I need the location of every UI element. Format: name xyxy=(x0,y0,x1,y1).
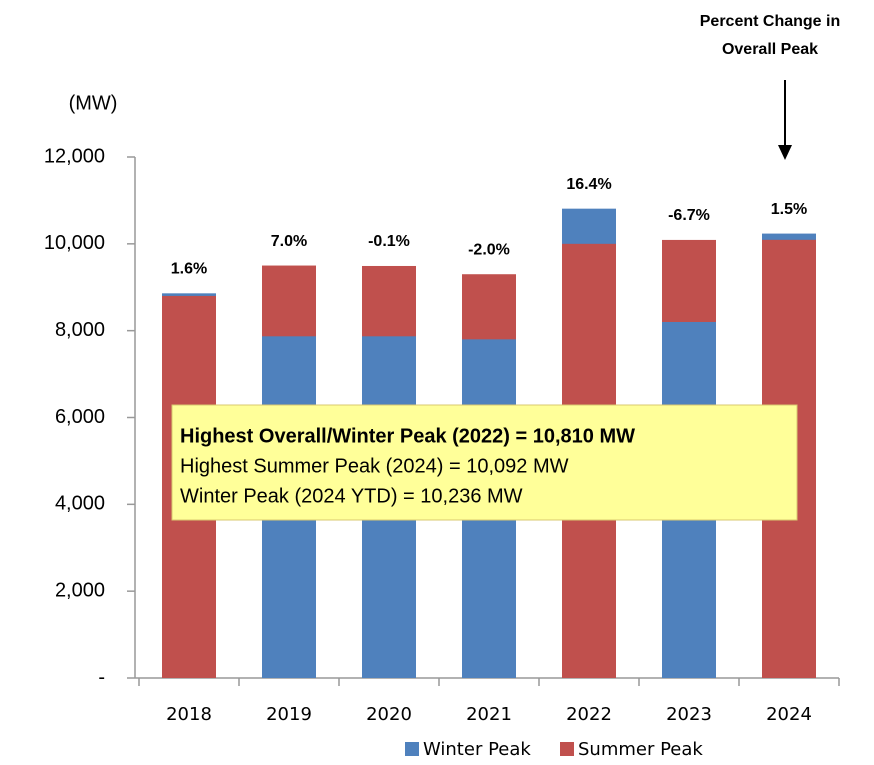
x-tick-label: 2022 xyxy=(566,704,612,725)
legend-label: Summer Peak xyxy=(578,739,703,760)
y-axis-label: (MW) xyxy=(69,92,118,114)
y-tick-label: 12,000 xyxy=(44,145,105,167)
percent-label: -2.0% xyxy=(468,241,510,258)
percent-label: 7.0% xyxy=(271,233,307,250)
annotation-box xyxy=(171,404,798,521)
annotation-line: Highest Summer Peak (2024) = 10,092 MW xyxy=(180,455,569,477)
x-tick-label: 2024 xyxy=(766,704,812,725)
x-tick-label: 2023 xyxy=(666,704,712,725)
percent-label: 16.4% xyxy=(566,176,611,193)
y-tick-label: 4,000 xyxy=(55,493,105,515)
annotation-line: Highest Overall/Winter Peak (2022) = 10,… xyxy=(180,425,635,447)
x-tick-label: 2019 xyxy=(266,704,312,725)
percent-label: -6.7% xyxy=(668,207,710,224)
legend-swatch xyxy=(560,742,574,756)
legend-swatch xyxy=(405,742,419,756)
y-tick-label: 6,000 xyxy=(55,406,105,428)
percent-label: 1.6% xyxy=(171,261,207,278)
percent-label: 1.5% xyxy=(771,201,807,218)
chart-title-line: Percent Change in xyxy=(700,13,840,30)
x-tick-label: 2020 xyxy=(366,704,412,725)
y-tick-label: 2,000 xyxy=(55,579,105,601)
x-tick-label: 2021 xyxy=(466,704,512,725)
y-tick-label: 8,000 xyxy=(55,319,105,341)
arrow-head xyxy=(778,145,792,160)
chart-title-line: Overall Peak xyxy=(722,41,818,58)
y-tick-label: - xyxy=(98,666,105,688)
legend-label: Winter Peak xyxy=(423,739,531,760)
percent-label: -0.1% xyxy=(368,233,410,250)
x-tick-label: 2018 xyxy=(166,704,212,725)
annotation-line: Winter Peak (2024 YTD) = 10,236 MW xyxy=(180,485,523,507)
y-tick-label: 10,000 xyxy=(44,232,105,254)
